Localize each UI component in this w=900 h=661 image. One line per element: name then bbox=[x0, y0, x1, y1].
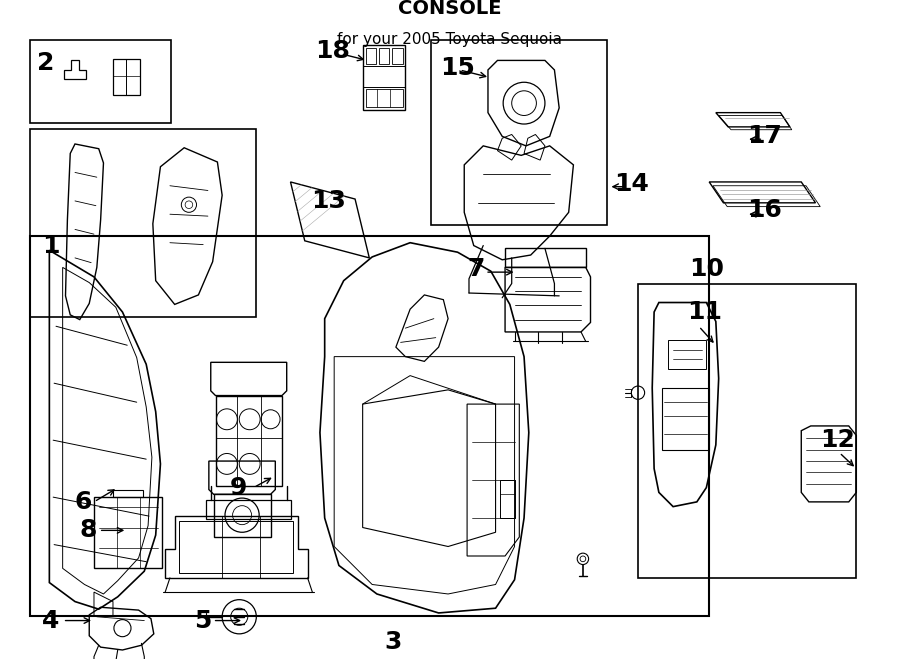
Text: 13: 13 bbox=[311, 188, 346, 213]
Text: 1: 1 bbox=[41, 233, 59, 258]
Bar bbox=[638, 284, 856, 578]
Text: 10: 10 bbox=[688, 257, 724, 282]
Bar bbox=[31, 129, 256, 317]
Text: 14: 14 bbox=[614, 172, 649, 196]
Text: 18: 18 bbox=[315, 39, 350, 63]
Bar bbox=[31, 40, 171, 123]
Text: 5: 5 bbox=[194, 609, 211, 633]
Bar bbox=[431, 40, 607, 225]
Text: 9: 9 bbox=[230, 476, 248, 500]
Text: for your 2005 Toyota Sequoia: for your 2005 Toyota Sequoia bbox=[338, 32, 562, 47]
Text: 15: 15 bbox=[440, 56, 475, 80]
Text: 2: 2 bbox=[37, 51, 54, 75]
Text: 11: 11 bbox=[688, 300, 723, 324]
Text: 3: 3 bbox=[384, 630, 401, 654]
Text: 6: 6 bbox=[75, 490, 93, 514]
Text: 7: 7 bbox=[467, 257, 484, 282]
Bar bbox=[31, 236, 709, 616]
Text: 8: 8 bbox=[80, 518, 97, 543]
Text: 17: 17 bbox=[747, 124, 782, 148]
Text: CONSOLE: CONSOLE bbox=[398, 0, 501, 18]
Text: 4: 4 bbox=[41, 609, 59, 633]
Text: 12: 12 bbox=[820, 428, 855, 452]
Text: 16: 16 bbox=[747, 198, 782, 222]
